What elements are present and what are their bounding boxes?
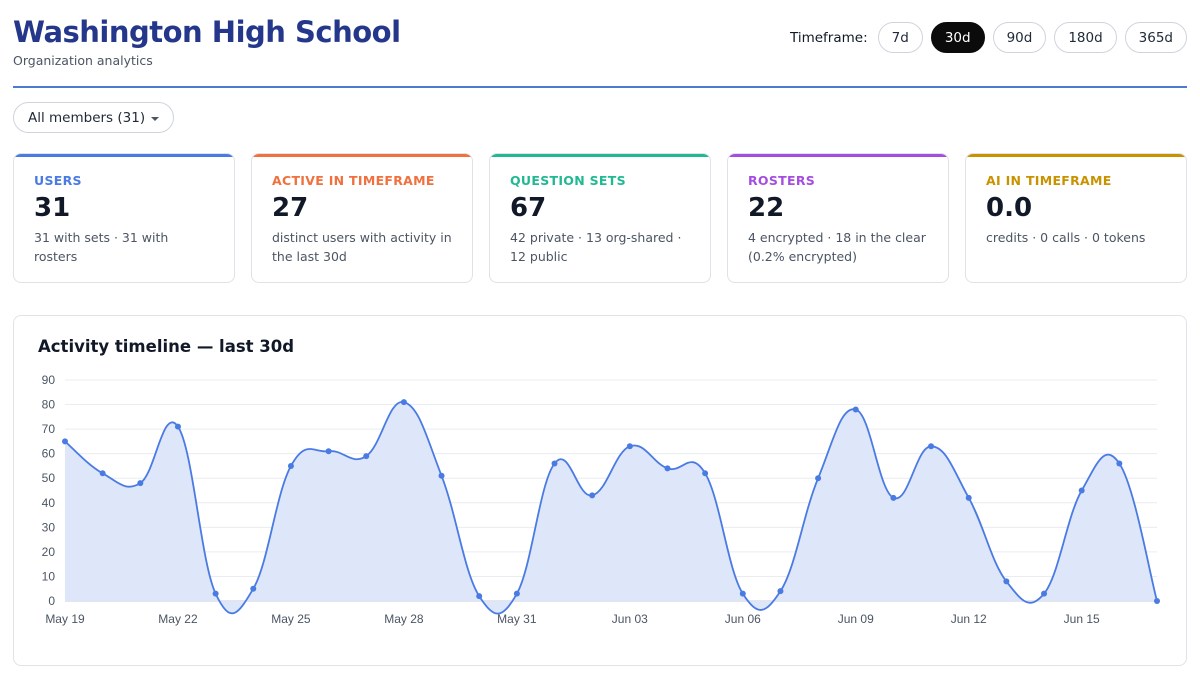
x-tick-label: Jun 12 xyxy=(951,612,987,626)
data-point xyxy=(852,406,859,413)
x-tick-label: May 31 xyxy=(497,612,537,626)
page-subtitle: Organization analytics xyxy=(13,53,153,68)
data-point xyxy=(777,588,784,595)
data-point xyxy=(702,470,709,477)
stat-card-value: 0.0 xyxy=(986,193,1033,223)
stat-card-value: 31 xyxy=(34,193,71,223)
data-point xyxy=(212,590,219,597)
data-point xyxy=(928,443,935,450)
y-tick-label: 90 xyxy=(42,373,56,387)
data-point xyxy=(815,475,822,482)
stats-cards: USERS 31 31 with sets · 31 with rosters … xyxy=(13,153,1187,283)
members-filter-dropdown[interactable]: All members (31) xyxy=(13,102,175,133)
stat-card-detail: 42 private · 13 org-shared · 12 public xyxy=(510,230,682,264)
chevron-down-icon xyxy=(151,116,160,121)
x-tick-label: Jun 03 xyxy=(612,612,648,626)
data-point xyxy=(739,590,746,597)
timeframe-30d-button[interactable]: 30d xyxy=(930,22,985,53)
members-filter-label: All members (31) xyxy=(28,109,146,126)
data-point xyxy=(287,462,294,469)
data-point xyxy=(664,465,671,472)
data-point xyxy=(513,590,520,597)
timeframe-90d-button[interactable]: 90d xyxy=(992,22,1047,53)
x-tick-label: May 25 xyxy=(271,612,311,626)
activity-timeline-panel: 0 10 20 30 40 50 60 70 80 90 May 19 May 22 May 25 May… xyxy=(13,315,1187,666)
data-point xyxy=(363,453,370,460)
stat-card-question-sets: QUESTION SETS 67 42 private · 13 org-sha… xyxy=(489,153,711,283)
x-tick-label: Jun 09 xyxy=(838,612,874,626)
data-point xyxy=(438,472,445,479)
stat-card-detail: distinct users with activity in the last… xyxy=(272,230,452,264)
page-title: Washington High School xyxy=(13,15,401,49)
chart-title: Activity timeline — last 30d xyxy=(38,337,295,356)
y-tick-label: 40 xyxy=(42,496,56,510)
data-point xyxy=(250,585,257,592)
y-tick-label: 60 xyxy=(42,447,56,461)
data-point xyxy=(99,470,106,477)
stat-card-ai: AI IN TIMEFRAME 0.0 credits · 0 calls · … xyxy=(965,153,1187,283)
data-point xyxy=(589,492,596,499)
stat-card-value: 27 xyxy=(272,193,309,223)
timeframe-7d-button[interactable]: 7d xyxy=(877,22,923,53)
x-tick-label: May 28 xyxy=(384,612,424,626)
y-tick-label: 70 xyxy=(42,422,56,436)
y-tick-label: 80 xyxy=(42,398,56,412)
stat-card-value: 22 xyxy=(748,193,785,223)
x-tick-label: May 19 xyxy=(45,612,85,626)
stat-card-value: 67 xyxy=(510,193,547,223)
stat-card-detail: 4 encrypted · 18 in the clear (0.2% encr… xyxy=(748,230,926,264)
timeframe-365d-button[interactable]: 365d xyxy=(1124,22,1187,53)
activity-timeline-chart: 0 10 20 30 40 50 60 70 80 90 May 19 May 22 May 25 May… xyxy=(42,373,1160,626)
stat-card-rosters: ROSTERS 22 4 encrypted · 18 in the clear… xyxy=(727,153,949,283)
stat-card-label: ROSTERS xyxy=(748,173,816,188)
x-tick-label: Jun 06 xyxy=(725,612,761,626)
y-tick-label: 0 xyxy=(48,594,55,608)
stat-card-label: USERS xyxy=(34,173,82,188)
y-tick-label: 50 xyxy=(42,471,56,485)
data-point xyxy=(62,438,68,445)
data-point xyxy=(1041,590,1048,597)
data-point xyxy=(137,480,144,487)
stat-card-label: ACTIVE IN TIMEFRAME xyxy=(272,173,435,188)
data-point xyxy=(626,443,633,450)
x-tick-label: Jun 15 xyxy=(1064,612,1100,626)
y-tick-label: 30 xyxy=(42,520,56,534)
stat-card-users: USERS 31 31 with sets · 31 with rosters xyxy=(13,153,235,283)
data-point xyxy=(965,494,972,501)
stat-card-label: AI IN TIMEFRAME xyxy=(986,173,1112,188)
data-point xyxy=(325,448,332,455)
timeframe-180d-button[interactable]: 180d xyxy=(1054,22,1117,53)
x-tick-label: May 22 xyxy=(158,612,198,626)
data-point xyxy=(551,460,558,467)
stat-card-label: QUESTION SETS xyxy=(510,173,626,188)
stat-card-detail: credits · 0 calls · 0 tokens xyxy=(986,230,1146,245)
page-header: Washington High School Organization anal… xyxy=(13,14,1187,88)
data-point xyxy=(174,423,181,430)
series-line xyxy=(64,401,1158,615)
stat-card-active: ACTIVE IN TIMEFRAME 27 distinct users wi… xyxy=(251,153,473,283)
data-point xyxy=(476,593,483,600)
data-point xyxy=(1003,578,1010,585)
data-point xyxy=(890,494,897,501)
data-point xyxy=(1078,487,1085,494)
y-tick-label: 10 xyxy=(42,569,56,583)
stat-card-detail: 31 with sets · 31 with rosters xyxy=(34,230,169,264)
timeframe-selector: Timeframe: 7d 30d 90d 180d 365d xyxy=(790,22,1187,53)
data-point xyxy=(1116,460,1123,467)
data-point xyxy=(1154,598,1160,604)
series-area xyxy=(65,401,1157,614)
y-tick-label: 20 xyxy=(42,545,56,559)
data-point xyxy=(400,399,407,406)
timeframe-label: Timeframe: xyxy=(790,29,868,46)
